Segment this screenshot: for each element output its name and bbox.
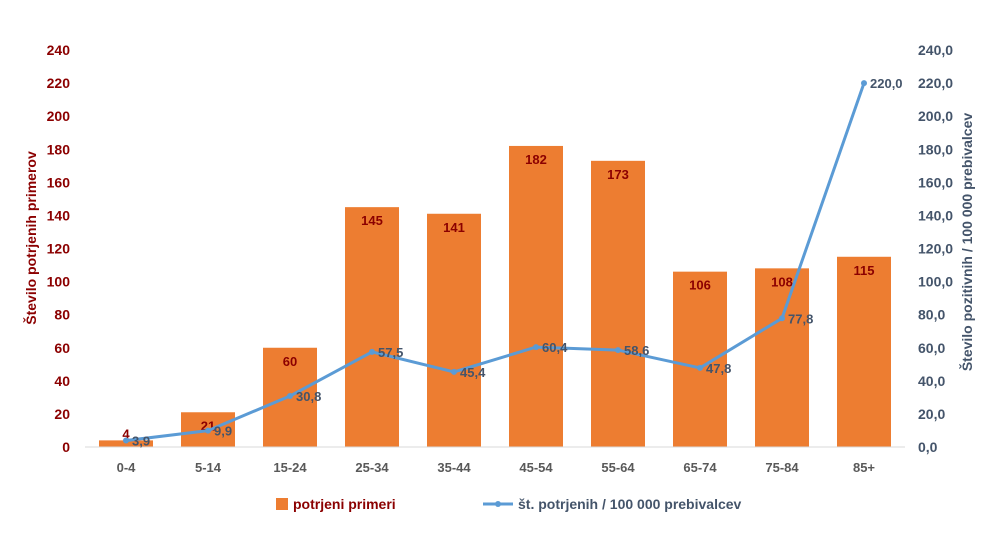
y-tick-right: 180,0 — [918, 141, 953, 157]
x-tick-label: 25-34 — [355, 460, 389, 475]
bar — [509, 145, 563, 448]
line-point — [287, 393, 293, 400]
line-label: 45,4 — [460, 365, 486, 380]
bar-label: 4 — [122, 426, 130, 441]
y-tick-left: 20 — [54, 406, 70, 422]
y-tick-left: 60 — [54, 340, 70, 356]
line-label: 58,6 — [624, 343, 649, 358]
x-axis-ticks: 0-4 5-14 15-24 25-34 35-44 45-54 55-64 65-74 75-… — [117, 460, 876, 475]
x-tick-label: 45-54 — [519, 460, 553, 475]
y-tick-left: 80 — [54, 307, 70, 323]
line-point — [205, 427, 211, 434]
x-tick-label: 85+ — [853, 460, 875, 475]
line-path — [125, 82, 866, 443]
x-tick-label: 5-14 — [195, 460, 222, 475]
line-point — [533, 344, 539, 351]
x-tick-label: 35-44 — [437, 460, 471, 475]
y-tick-left: 220 — [47, 75, 71, 91]
line-label: 57,5 — [378, 345, 403, 360]
bar — [99, 440, 153, 447]
y-tick-right: 140,0 — [918, 207, 953, 223]
line-series: 3,9 9,9 30,8 57,5 45,4 60,4 58,6 47,8 77,8 220,0 — [123, 76, 903, 449]
bar — [837, 256, 891, 447]
line-label: 220,0 — [870, 76, 903, 91]
line-label: 77,8 — [788, 311, 813, 326]
line-label: 47,8 — [706, 361, 731, 376]
y-tick-right: 60,0 — [918, 340, 945, 356]
x-tick-label: 0-4 — [117, 460, 137, 475]
y-tick-left: 100 — [47, 274, 71, 290]
line-point — [615, 347, 621, 354]
y-tick-right: 200,0 — [918, 108, 953, 124]
y-tick-left: 140 — [47, 207, 71, 223]
line-label: 9,9 — [214, 424, 232, 439]
bar-label: 60 — [283, 354, 297, 369]
y-tick-left: 240 — [47, 42, 71, 58]
y-tick-left: 120 — [47, 241, 71, 257]
legend-line-label: št. potrjenih / 100 000 prebivalcev — [518, 496, 742, 512]
line-point — [369, 348, 375, 355]
legend-bar-swatch — [276, 498, 288, 510]
bar-label: 145 — [361, 213, 383, 228]
x-tick-label: 75-84 — [765, 460, 799, 475]
y-tick-right: 240,0 — [918, 42, 953, 58]
y-tick-left: 200 — [47, 108, 71, 124]
line-label: 3,9 — [132, 434, 150, 449]
bar — [427, 213, 481, 447]
y-tick-right: 80,0 — [918, 307, 945, 323]
bar-label: 173 — [607, 167, 629, 182]
y-tick-left: 180 — [47, 141, 71, 157]
line-point — [123, 437, 129, 444]
line-point — [779, 315, 785, 322]
bar — [755, 268, 809, 447]
y-tick-left: 160 — [47, 174, 71, 190]
y-tick-right: 160,0 — [918, 174, 953, 190]
bar-label: 182 — [525, 152, 547, 167]
y-tick-right: 120,0 — [918, 241, 953, 257]
bar — [591, 160, 645, 447]
line-point — [451, 368, 457, 375]
bar — [673, 271, 727, 447]
y-axis-title-left: Število potrjenih primerov — [22, 151, 39, 325]
x-tick-label: 65-74 — [683, 460, 717, 475]
y-tick-right: 40,0 — [918, 373, 945, 389]
line-label: 60,4 — [542, 340, 568, 355]
line-label: 30,8 — [296, 389, 321, 404]
y-tick-left: 0 — [62, 439, 70, 455]
bar-label: 108 — [771, 274, 793, 289]
bar-label: 141 — [443, 220, 465, 235]
y-axis-title-right: Število pozitivnih / 100 000 prebivalcev — [958, 113, 975, 372]
bar-label: 115 — [854, 263, 875, 278]
bar — [345, 207, 399, 447]
x-tick-label: 55-64 — [601, 460, 635, 475]
line-point — [697, 364, 703, 371]
y-tick-right: 220,0 — [918, 75, 953, 91]
y-tick-right: 100,0 — [918, 274, 953, 290]
x-tick-label: 15-24 — [273, 460, 307, 475]
legend-bar-label: potrjeni primeri — [293, 496, 396, 512]
y-tick-right: 0,0 — [918, 439, 938, 455]
legend: potrjeni primeri št. potrjenih / 100 000… — [276, 496, 742, 512]
bar-label: 106 — [689, 278, 711, 293]
y-tick-left: 40 — [54, 373, 70, 389]
y-tick-right: 20,0 — [918, 406, 945, 422]
legend-line-marker — [495, 501, 501, 507]
line-point — [861, 80, 867, 87]
left-axis-ticks: 0 20 40 60 80 100 120 140 160 180 200 220 240 — [47, 42, 71, 455]
right-axis-ticks: 0,0 20,0 40,0 60,0 80,0 100,0 120,0 140,0 160,0 1… — [918, 42, 953, 455]
